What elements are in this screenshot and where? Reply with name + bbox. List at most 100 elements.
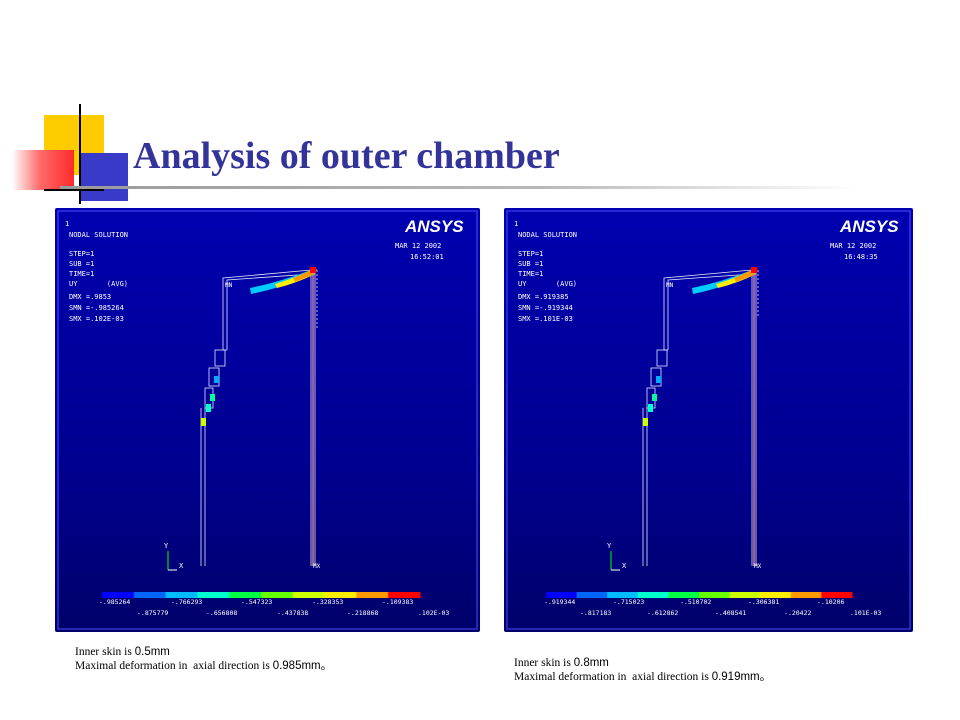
caption-deform-value: 0.985mm。 — [272, 660, 333, 672]
legend-swatch — [637, 592, 669, 598]
mx-marker: MX — [754, 563, 762, 570]
legend-value: -.766293 — [171, 598, 202, 606]
legend-value: -.547323 — [241, 598, 272, 606]
caption-skin-thickness: Inner skin is 0.5mm — [75, 645, 332, 659]
caption-max-deformation: Maximal deformation in axial direction i… — [75, 659, 332, 673]
color-legend — [546, 592, 853, 598]
axis-x-label: X — [179, 562, 184, 570]
axis-y-label: Y — [164, 542, 169, 550]
caption-skin-value: 0.5mm — [134, 646, 170, 658]
displacement-contours — [643, 267, 757, 566]
corner-red-gradient-bar — [12, 150, 74, 190]
sub-label: SUB =1 — [69, 260, 94, 268]
axis-y-label: Y — [607, 542, 612, 550]
legend-swatch — [165, 592, 198, 598]
ansys-plot-left: 1 NODAL SOLUTION STEP=1 SUB =1 TIME=1 UY… — [55, 208, 480, 632]
legend-value: .102E-03 — [418, 609, 449, 617]
legend-swatch — [729, 592, 761, 598]
caption-skin-text: Inner skin is — [514, 657, 574, 669]
caption-skin-thickness: Inner skin is 0.8mm — [514, 656, 771, 670]
legend-value: -.218868 — [347, 609, 378, 617]
deformed-model — [200, 269, 318, 566]
plot-time: 16:52:01 — [410, 253, 444, 261]
legend-swatch — [607, 592, 639, 598]
time-label: TIME=1 — [518, 270, 543, 278]
caption-deform-text: Maximal deformation in axial direction i… — [514, 671, 712, 683]
legend-swatch — [760, 592, 792, 598]
legend-values-bottom: -.817183 -.612862 -.408541 -.20422 .101E… — [580, 609, 881, 617]
smx-label: SMX =.101E-03 — [518, 315, 573, 323]
nodal-heading: NODAL SOLUTION — [69, 231, 128, 239]
legend-value: -.20422 — [784, 609, 811, 617]
title-underline — [60, 186, 860, 189]
legend-value: -.612862 — [647, 609, 678, 617]
corner-vertical-line — [79, 104, 81, 204]
legend-value: -.817183 — [580, 609, 611, 617]
legend-swatch — [699, 592, 731, 598]
coordinate-triad — [167, 551, 177, 571]
legend-value: -.919344 — [544, 598, 575, 606]
step-label: STEP=1 — [518, 250, 543, 258]
legend-value: -.985264 — [99, 598, 130, 606]
legend-value: -.109383 — [382, 598, 413, 606]
dmx-label: DMX =.9853 — [69, 293, 111, 301]
legend-values-top: -.919344 -.715023 -.510702 -.306381 -.10… — [544, 598, 844, 606]
legend-swatch — [261, 592, 294, 598]
caption-deform-text: Maximal deformation in axial direction i… — [75, 660, 273, 672]
mn-marker: MN — [666, 282, 674, 289]
uy-label: UY (AVG) — [518, 280, 577, 288]
legend-swatch — [821, 592, 853, 598]
time-label: TIME=1 — [69, 270, 94, 278]
legend-value: -.437838 — [277, 609, 308, 617]
uy-label: UY (AVG) — [69, 280, 128, 288]
ansys-plot-right: 1 NODAL SOLUTION STEP=1 SUB =1 TIME=1 UY… — [504, 208, 913, 632]
caption-deform-value: 0.919mm。 — [711, 671, 772, 683]
step-label: STEP=1 — [69, 250, 94, 258]
caption-left: Inner skin is 0.5mm Maximal deformation … — [75, 645, 332, 673]
axis-x-label: X — [622, 562, 627, 570]
legend-swatch — [102, 592, 135, 598]
color-legend — [102, 592, 421, 598]
caption-right: Inner skin is 0.8mm Maximal deformation … — [514, 656, 771, 684]
displacement-contours — [201, 267, 316, 566]
slide-title: Analysis of outer chamber — [133, 135, 560, 177]
legend-swatch — [229, 592, 262, 598]
legend-value: -.510702 — [680, 598, 711, 606]
plot-time: 16:48:35 — [844, 253, 878, 261]
legend-value: -.715023 — [613, 598, 644, 606]
legend-swatch — [668, 592, 700, 598]
ansys-logo: ANSYS — [404, 217, 464, 236]
legend-values-bottom: -.875779 -.656808 -.437838 -.218868 .102… — [137, 609, 449, 617]
corner-horizontal-line — [44, 189, 104, 191]
mx-marker: MX — [313, 563, 321, 570]
legend-swatch — [324, 592, 357, 598]
legend-swatch — [292, 592, 326, 598]
legend-swatch — [197, 592, 230, 598]
legend-swatch — [356, 592, 389, 598]
corner-blue-square — [80, 153, 128, 201]
frame-number: 1 — [65, 220, 69, 228]
coordinate-triad — [610, 551, 620, 571]
nodal-heading: NODAL SOLUTION — [518, 231, 577, 239]
smx-label: SMX =.102E-03 — [69, 315, 124, 323]
dmx-label: DMX =.919385 — [518, 293, 569, 301]
legend-swatch — [546, 592, 578, 598]
frame-number: 1 — [514, 220, 518, 228]
legend-value: .101E-03 — [850, 609, 881, 617]
plot-date: MAR 12 2002 — [395, 242, 441, 250]
ansys-logo: ANSYS — [839, 217, 899, 236]
legend-value: -.10206 — [817, 598, 844, 606]
legend-swatch — [576, 592, 608, 598]
legend-value: -.328353 — [312, 598, 343, 606]
legend-swatch — [388, 592, 421, 598]
legend-value: -.656808 — [206, 609, 237, 617]
plot-date: MAR 12 2002 — [830, 242, 876, 250]
legend-swatch — [790, 592, 822, 598]
legend-values-top: -.985264 -.766293 -.547323 -.328353 -.10… — [99, 598, 413, 606]
deformed-model — [642, 269, 759, 566]
legend-value: -.875779 — [137, 609, 168, 617]
smn-label: SMN =-.919344 — [518, 304, 573, 312]
caption-skin-value: 0.8mm — [573, 657, 609, 669]
caption-max-deformation: Maximal deformation in axial direction i… — [514, 670, 771, 684]
legend-value: -.408541 — [715, 609, 746, 617]
